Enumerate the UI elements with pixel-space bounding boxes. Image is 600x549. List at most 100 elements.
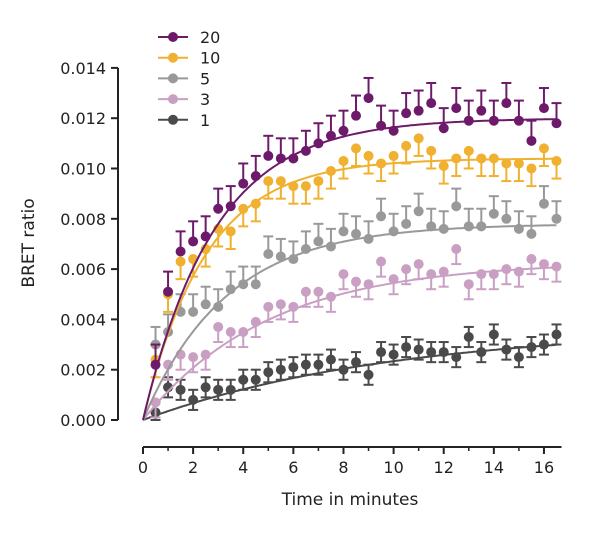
data-point — [476, 153, 487, 164]
data-point — [501, 98, 512, 109]
data-point — [551, 155, 562, 166]
y-tick-label: 0.006 — [60, 260, 106, 279]
data-point — [401, 140, 412, 151]
data-point — [451, 103, 462, 114]
data-point — [376, 158, 387, 169]
data-point — [526, 135, 537, 146]
data-point — [213, 203, 224, 214]
data-point — [513, 115, 524, 126]
data-point — [263, 249, 274, 260]
data-point — [363, 150, 374, 161]
data-point — [388, 150, 399, 161]
data-point — [175, 256, 186, 267]
data-point — [538, 259, 549, 270]
x-tick-label: 0 — [138, 458, 148, 477]
data-point — [513, 223, 524, 234]
data-point — [463, 145, 474, 156]
x-axis-label: Time in minutes — [281, 490, 419, 510]
data-point — [338, 364, 349, 375]
data-point — [200, 231, 211, 242]
data-point — [551, 329, 562, 340]
x-tick-label: 16 — [534, 458, 554, 477]
series-3 — [142, 243, 562, 421]
data-point — [275, 251, 286, 262]
data-point — [501, 264, 512, 275]
data-point — [463, 115, 474, 126]
series-1 — [142, 323, 562, 421]
x-tick-label: 2 — [188, 458, 198, 477]
data-point — [263, 176, 274, 187]
legend-item-3: 3 — [158, 90, 210, 109]
data-point — [325, 354, 336, 365]
data-point — [488, 329, 499, 340]
legend-marker — [168, 94, 178, 105]
data-point — [250, 198, 261, 209]
legend-label: 5 — [200, 69, 210, 88]
data-point — [313, 286, 324, 297]
data-point — [501, 158, 512, 169]
data-point — [325, 241, 336, 252]
data-point — [338, 269, 349, 280]
axes: 0.000 0.002 0.004 0.006 0.008 0.010 0.012 0.014… — [60, 59, 562, 477]
data-point — [300, 286, 311, 297]
data-point — [463, 332, 474, 343]
data-point — [213, 321, 224, 332]
data-point — [225, 326, 236, 337]
data-point — [526, 228, 537, 239]
data-point — [451, 153, 462, 164]
x-tick-label: 14 — [484, 458, 504, 477]
data-point — [175, 384, 186, 395]
data-point — [288, 254, 299, 265]
data-point — [188, 236, 199, 247]
data-point — [238, 279, 249, 290]
data-point — [351, 228, 362, 239]
data-point — [451, 352, 462, 363]
data-point — [351, 143, 362, 154]
data-point — [300, 145, 311, 156]
series-10 — [142, 133, 562, 421]
y-tick-label: 0.000 — [60, 411, 106, 430]
legend-marker — [168, 114, 178, 125]
data-point — [476, 105, 487, 116]
data-point — [426, 98, 437, 109]
legend-label: 20 — [200, 28, 220, 47]
data-point — [213, 301, 224, 312]
data-point — [225, 384, 236, 395]
legend-item-1: 1 — [158, 111, 210, 130]
data-point — [376, 347, 387, 358]
data-point — [325, 166, 336, 177]
y-tick-label: 0.004 — [60, 310, 106, 329]
data-point — [426, 269, 437, 280]
data-point — [238, 178, 249, 189]
data-point — [313, 359, 324, 370]
x-tick-label: 6 — [288, 458, 298, 477]
data-point — [338, 125, 349, 136]
data-point — [200, 349, 211, 360]
data-point — [426, 347, 437, 358]
data-point — [488, 269, 499, 280]
data-point — [526, 163, 537, 174]
data-point — [313, 138, 324, 149]
x-tick-label: 4 — [238, 458, 248, 477]
data-point — [513, 352, 524, 363]
data-point — [376, 256, 387, 267]
data-point — [363, 369, 374, 380]
legend-marker — [168, 32, 178, 42]
data-point — [351, 276, 362, 287]
x-tick-label: 12 — [434, 458, 454, 477]
data-point — [438, 266, 449, 277]
data-point — [338, 226, 349, 237]
data-point — [513, 158, 524, 169]
data-point — [451, 201, 462, 212]
data-point — [250, 279, 261, 290]
data-point — [250, 316, 261, 327]
data-point — [225, 284, 236, 295]
data-point — [476, 347, 487, 358]
data-point — [438, 123, 449, 134]
legend: 20 105 3 1 — [158, 28, 220, 130]
legend-marker — [168, 73, 178, 84]
data-point — [538, 198, 549, 209]
legend-item-10: 10 — [158, 49, 220, 68]
data-point — [376, 211, 387, 222]
data-point — [488, 153, 499, 164]
